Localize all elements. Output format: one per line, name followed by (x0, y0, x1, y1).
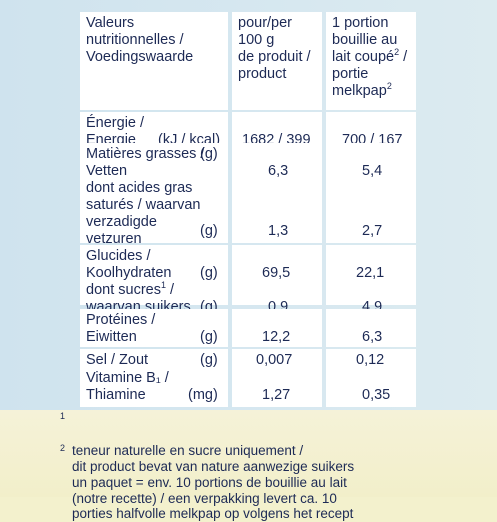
footnote-2-mark: 2 (60, 443, 66, 453)
row-protein-portion-cell: 6,3 (326, 309, 416, 347)
row-salt-portion-cell: 0,12 (326, 349, 416, 369)
row-saturated-unit: (g) (200, 223, 218, 239)
row-fat-portion: 5,4 (362, 163, 383, 179)
row-salt-label-cell: Sel / Zout (g) (80, 349, 228, 369)
row-protein-label: Protéines / Eiwitten (86, 312, 156, 345)
row-protein-per100-cell: 12,2 (232, 309, 322, 347)
row-salt-portion: 0,12 (356, 352, 385, 368)
header-nutrition-values: Valeurs nutritionnelles / Voedingswaarde (86, 15, 194, 65)
row-saturated-per100: 1,3 (268, 223, 289, 239)
header-portion-text-b: / portie melkpap (332, 49, 408, 99)
row-vitb1-portion-cell: 0,35 (326, 367, 416, 407)
row-vitb1-label: Vitamine B₁ / Thiamine (86, 370, 169, 403)
row-fat-label-cell: Matières grasses / Vetten (g) dont acide… (80, 143, 228, 247)
row-sugar-sup: 1 (160, 280, 166, 291)
row-fat-unit: (g) (200, 146, 218, 162)
row-salt-label: Sel / Zout (86, 352, 149, 368)
footnote-2-text: un paquet = env. 10 portions de bouillie… (72, 475, 354, 521)
row-saturated-portion: 2,7 (362, 223, 383, 239)
footnote-1-text: teneur naturelle en sucre uniquement / d… (72, 443, 355, 474)
header-per-100g: pour/per 100 g de produit / product (238, 15, 311, 82)
header-label-cell: Valeurs nutritionnelles / Voedingswaarde (80, 12, 228, 110)
row-protein-label-cell: Protéines / Eiwitten (g) (80, 309, 228, 347)
header-portion-sup: 2 (394, 47, 400, 58)
header-portion: 1 portion bouillie au lait coupé2 / port… (332, 15, 410, 100)
header-portion-cell: 1 portion bouillie au lait coupé2 / port… (326, 12, 416, 110)
header-per100-cell: pour/per 100 g de produit / product (232, 12, 322, 110)
row-saturated-label: dont acides gras saturés / waarvan verza… (86, 180, 201, 247)
footnote-2: 2 un paquet = env. 10 portions de bouill… (60, 443, 354, 522)
row-salt-per100-cell: 0,007 (232, 349, 322, 369)
footnote-1-mark: 1 (60, 411, 66, 421)
row-vitb1-per100: 1,27 (262, 387, 291, 403)
footnote-background (0, 410, 497, 497)
row-fat-label: Matières grasses / Vetten (86, 146, 205, 179)
row-salt-per100: 0,007 (256, 352, 293, 368)
row-vitb1-label-cell: Vitamine B₁ / Thiamine (mg) (80, 367, 228, 407)
row-carb-per100: 69,5 (262, 265, 291, 281)
row-protein-portion: 6,3 (362, 329, 383, 345)
row-salt-unit: (g) (200, 352, 218, 368)
row-energy-portion-cell: 700 / 167 (326, 112, 416, 148)
row-sugar-label-a: dont sucres (86, 282, 161, 298)
row-vitb1-per100-cell: 1,27 (232, 367, 322, 407)
header-portion-text-a: 1 portion bouillie au lait coupé (332, 15, 398, 65)
row-protein-per100: 12,2 (262, 329, 291, 345)
row-carb-per100-cell: 69,5 0,9 (232, 245, 322, 315)
row-vitb1-portion: 0,35 (362, 387, 391, 403)
row-carb-portion: 22,1 (356, 265, 385, 281)
row-vitb1-unit: (mg) (188, 387, 218, 403)
header-portion-sup2: 2 (386, 81, 392, 92)
footnote-1: 1 teneur naturelle en sucre uniquement /… (60, 411, 355, 474)
row-fat-per100-cell: 6,3 1,3 (232, 143, 322, 243)
row-fat-portion-cell: 5,4 2,7 (326, 143, 416, 243)
row-carb-unit: (g) (200, 265, 218, 281)
row-carb-label: Glucides / Koolhydraten (86, 248, 172, 281)
row-carb-portion-cell: 22,1 4,9 (326, 245, 416, 315)
row-protein-unit: (g) (200, 329, 218, 345)
row-carb-label-cell: Glucides / Koolhydraten (g) dont sucres1… (80, 245, 228, 315)
row-fat-per100: 6,3 (268, 163, 289, 179)
